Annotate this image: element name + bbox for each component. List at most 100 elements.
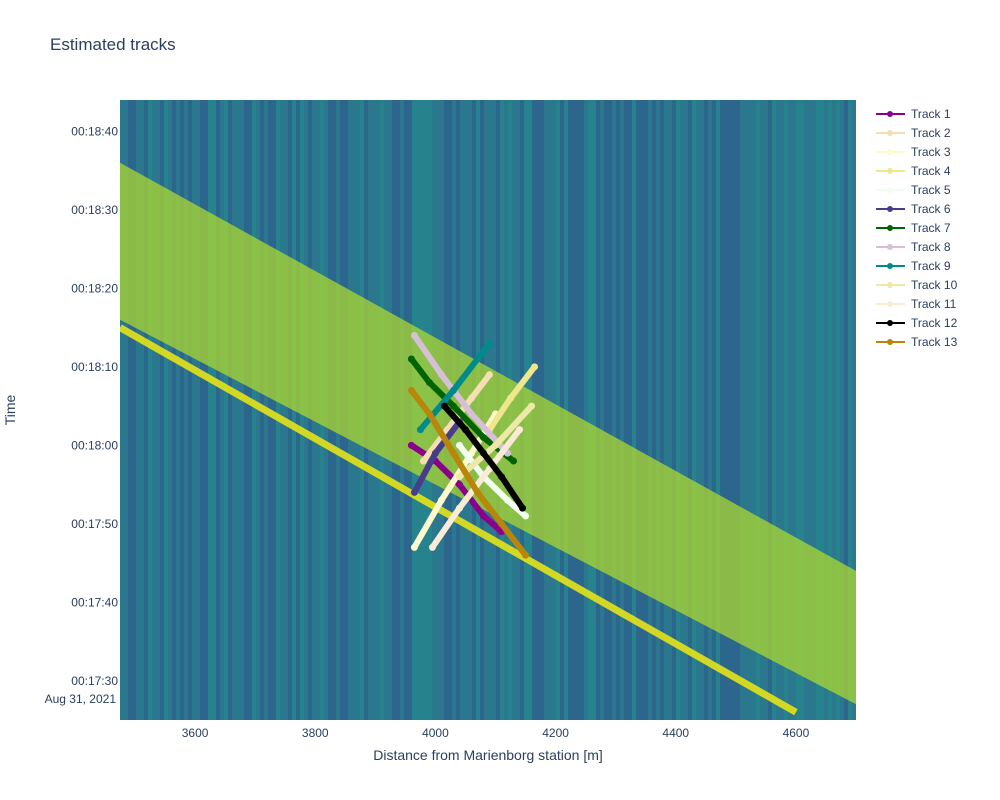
track-point xyxy=(455,481,463,489)
heatmap-stripe xyxy=(848,100,852,720)
heatmap-stripe xyxy=(224,100,228,720)
heatmap-stripe xyxy=(564,100,568,720)
heatmap-stripe xyxy=(228,100,232,720)
legend-item-track-8[interactable]: Track 8 xyxy=(876,240,951,254)
x-axis-ticks: 3600 3800 4000 4200 4400 4600 xyxy=(182,726,810,740)
track-point xyxy=(449,402,457,410)
heatmap-stripe xyxy=(184,100,188,720)
legend-item-track-1[interactable]: Track 1 xyxy=(876,107,951,121)
y-tick-label: 00:18:40 xyxy=(71,124,118,138)
heatmap-stripe xyxy=(128,100,132,720)
track-point xyxy=(498,473,506,481)
track-point xyxy=(522,551,530,559)
heatmap-stripe xyxy=(824,100,828,720)
legend-item-track-9[interactable]: Track 9 xyxy=(876,259,951,273)
track-point xyxy=(416,426,424,434)
y-tick-label: 00:17:30 xyxy=(71,674,118,688)
y-tick-label: 00:18:20 xyxy=(71,281,118,295)
legend-item-track-6[interactable]: Track 6 xyxy=(876,202,951,216)
heatmap-stripe xyxy=(160,100,164,720)
legend-swatch-marker xyxy=(887,301,893,307)
heatmap-stripe xyxy=(816,100,820,720)
heatmap-stripe xyxy=(664,100,668,720)
track-line-5[interactable] xyxy=(456,442,529,519)
heatmap-stripe xyxy=(280,100,284,720)
legend[interactable]: Track 1 Track 2 Track 3 Track 4 Track 5 Track… xyxy=(876,107,958,349)
track-point xyxy=(486,339,494,347)
legend-item-track-12[interactable]: Track 12 xyxy=(876,316,958,330)
y-axis-ticks: 00:17:30 00:17:40 00:17:50 00:18:00 00:18:10… xyxy=(71,124,118,687)
heatmap-stripe xyxy=(796,100,800,720)
track-line-8[interactable] xyxy=(411,332,511,457)
heatmap-stripe xyxy=(212,100,216,720)
legend-swatch-marker xyxy=(887,263,893,269)
legend-label: Track 2 xyxy=(911,126,951,140)
heatmap-stripe xyxy=(276,100,280,720)
track-point xyxy=(479,449,487,457)
track-point xyxy=(428,543,436,551)
legend-swatch-marker xyxy=(887,339,893,345)
heatmap-stripe xyxy=(744,100,748,720)
heatmap-stripe xyxy=(272,100,276,720)
legend-item-track-5[interactable]: Track 5 xyxy=(876,183,951,197)
legend-swatch-marker xyxy=(887,225,893,231)
legend-swatch-marker xyxy=(887,206,893,212)
heatmap-stripe xyxy=(828,100,832,720)
track-line-13[interactable] xyxy=(408,387,529,559)
legend-label: Track 12 xyxy=(911,316,958,330)
legend-item-track-2[interactable]: Track 2 xyxy=(876,126,951,140)
legend-item-track-4[interactable]: Track 4 xyxy=(876,164,951,178)
heatmap-stripe xyxy=(636,100,640,720)
heatmap-stripe xyxy=(740,100,744,720)
heatmap-stripe xyxy=(220,100,224,720)
legend-label: Track 10 xyxy=(911,278,958,292)
track-point xyxy=(510,457,518,465)
legend-item-track-3[interactable]: Track 3 xyxy=(876,145,951,159)
heatmap-stripe xyxy=(584,100,588,720)
legend-item-track-10[interactable]: Track 10 xyxy=(876,278,958,292)
heatmap-stripe xyxy=(688,100,692,720)
track-point xyxy=(498,520,506,528)
heatmap-stripe xyxy=(760,100,764,720)
y-axis-date-label: Aug 31, 2021 xyxy=(45,692,117,706)
heatmap-stripe xyxy=(684,100,688,720)
heatmap-stripe xyxy=(236,100,240,720)
heatmap-stripe xyxy=(596,100,600,720)
track-point xyxy=(467,394,475,402)
heatmap-stripe xyxy=(120,100,124,720)
heatmap-stripe xyxy=(592,100,596,720)
heatmap-stripe xyxy=(792,100,796,720)
track-point xyxy=(455,441,463,449)
heatmap-stripe xyxy=(728,100,732,720)
track-point xyxy=(425,410,433,418)
legend-item-track-7[interactable]: Track 7 xyxy=(876,221,951,235)
heatmap-stripe xyxy=(812,100,816,720)
y-tick-label: 00:18:00 xyxy=(71,438,118,452)
heatmap-stripe xyxy=(252,100,256,720)
heatmap-stripe xyxy=(836,100,840,720)
heatmap-stripe xyxy=(708,100,712,720)
track-point xyxy=(486,371,494,379)
track-point xyxy=(467,410,475,418)
heatmap-stripe xyxy=(752,100,756,720)
heatmap-stripe xyxy=(804,100,808,720)
heatmap-stripe xyxy=(248,100,252,720)
track-point xyxy=(407,386,415,394)
legend-label: Track 9 xyxy=(911,259,951,273)
heatmap-stripe xyxy=(232,100,236,720)
heatmap-stripe xyxy=(780,100,784,720)
chart-title: Estimated tracks xyxy=(50,35,176,54)
heatmap-stripe xyxy=(656,100,660,720)
heatmap-stripe xyxy=(176,100,180,720)
legend-item-track-11[interactable]: Track 11 xyxy=(876,297,957,311)
heatmap-stripe xyxy=(704,100,708,720)
heatmap-stripe xyxy=(600,100,604,720)
x-tick-label: 4000 xyxy=(422,726,449,740)
heatmap-stripe xyxy=(208,100,212,720)
legend-label: Track 11 xyxy=(911,297,957,311)
heatmap-stripe xyxy=(844,100,848,720)
heatmap-stripe xyxy=(784,100,788,720)
legend-item-track-13[interactable]: Track 13 xyxy=(876,335,958,349)
heatmap-stripe xyxy=(580,100,584,720)
y-tick-label: 00:18:10 xyxy=(71,360,118,374)
